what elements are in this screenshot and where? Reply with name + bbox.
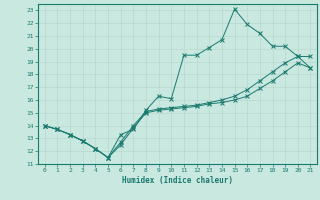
X-axis label: Humidex (Indice chaleur): Humidex (Indice chaleur) [122, 176, 233, 185]
